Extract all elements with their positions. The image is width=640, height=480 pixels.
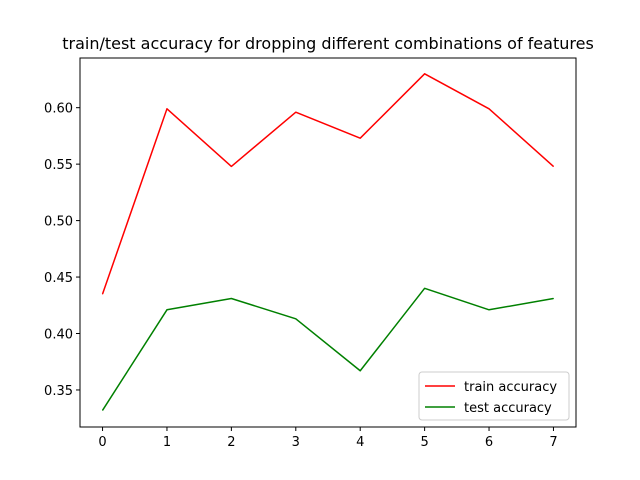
data-point-test-accuracy-1 — [166, 309, 168, 311]
y-tick-label: 0.35 — [44, 384, 73, 399]
data-point-test-accuracy-6 — [488, 309, 490, 311]
legend-box — [418, 371, 570, 421]
x-tick-label: 4 — [356, 435, 364, 450]
data-point-train-accuracy-0 — [102, 293, 104, 295]
plot-frame — [79, 57, 577, 428]
data-point-train-accuracy-4 — [359, 137, 361, 139]
chart-title: train/test accuracy for dropping differe… — [62, 34, 594, 53]
x-tick-label: 2 — [227, 435, 235, 450]
data-point-test-accuracy-0 — [102, 409, 104, 411]
x-tick-label: 1 — [163, 435, 171, 450]
series-layer — [101, 73, 554, 411]
x-axis: 0 1 2 3 4 5 6 7 — [98, 427, 558, 450]
y-tick-label: 0.40 — [44, 328, 73, 343]
data-point-train-accuracy-3 — [295, 111, 297, 113]
data-point-test-accuracy-2 — [230, 298, 232, 299]
series-line-train-accuracy — [101, 73, 554, 295]
data-point-test-accuracy-7 — [552, 298, 554, 299]
x-tick-label: 6 — [485, 435, 493, 450]
data-point-test-accuracy-5 — [424, 287, 426, 289]
y-tick-label: 0.55 — [44, 158, 73, 173]
data-point-train-accuracy-1 — [166, 108, 168, 110]
x-tick-label: 3 — [292, 435, 300, 450]
x-tick-label: 7 — [549, 435, 557, 450]
y-tick-label: 0.60 — [44, 102, 73, 117]
legend-label-test-accuracy: test accuracy — [464, 401, 552, 416]
x-tick-label: 5 — [420, 435, 428, 450]
x-tick-label: 0 — [98, 435, 106, 450]
data-point-train-accuracy-2 — [230, 165, 232, 167]
data-point-train-accuracy-7 — [552, 165, 554, 167]
data-point-train-accuracy-5 — [424, 73, 426, 75]
data-point-test-accuracy-3 — [295, 318, 297, 320]
y-axis: 0.35 0.40 0.45 0.50 0.55 0.60 — [44, 102, 80, 399]
legend-label-train-accuracy: train accuracy — [464, 380, 557, 395]
series-line-test-accuracy — [101, 287, 554, 411]
legend: train accuracy test accuracy — [418, 371, 570, 421]
data-point-train-accuracy-6 — [488, 108, 490, 110]
data-point-test-accuracy-4 — [359, 370, 361, 372]
y-tick-label: 0.45 — [44, 271, 73, 286]
y-tick-label: 0.50 — [44, 215, 73, 230]
